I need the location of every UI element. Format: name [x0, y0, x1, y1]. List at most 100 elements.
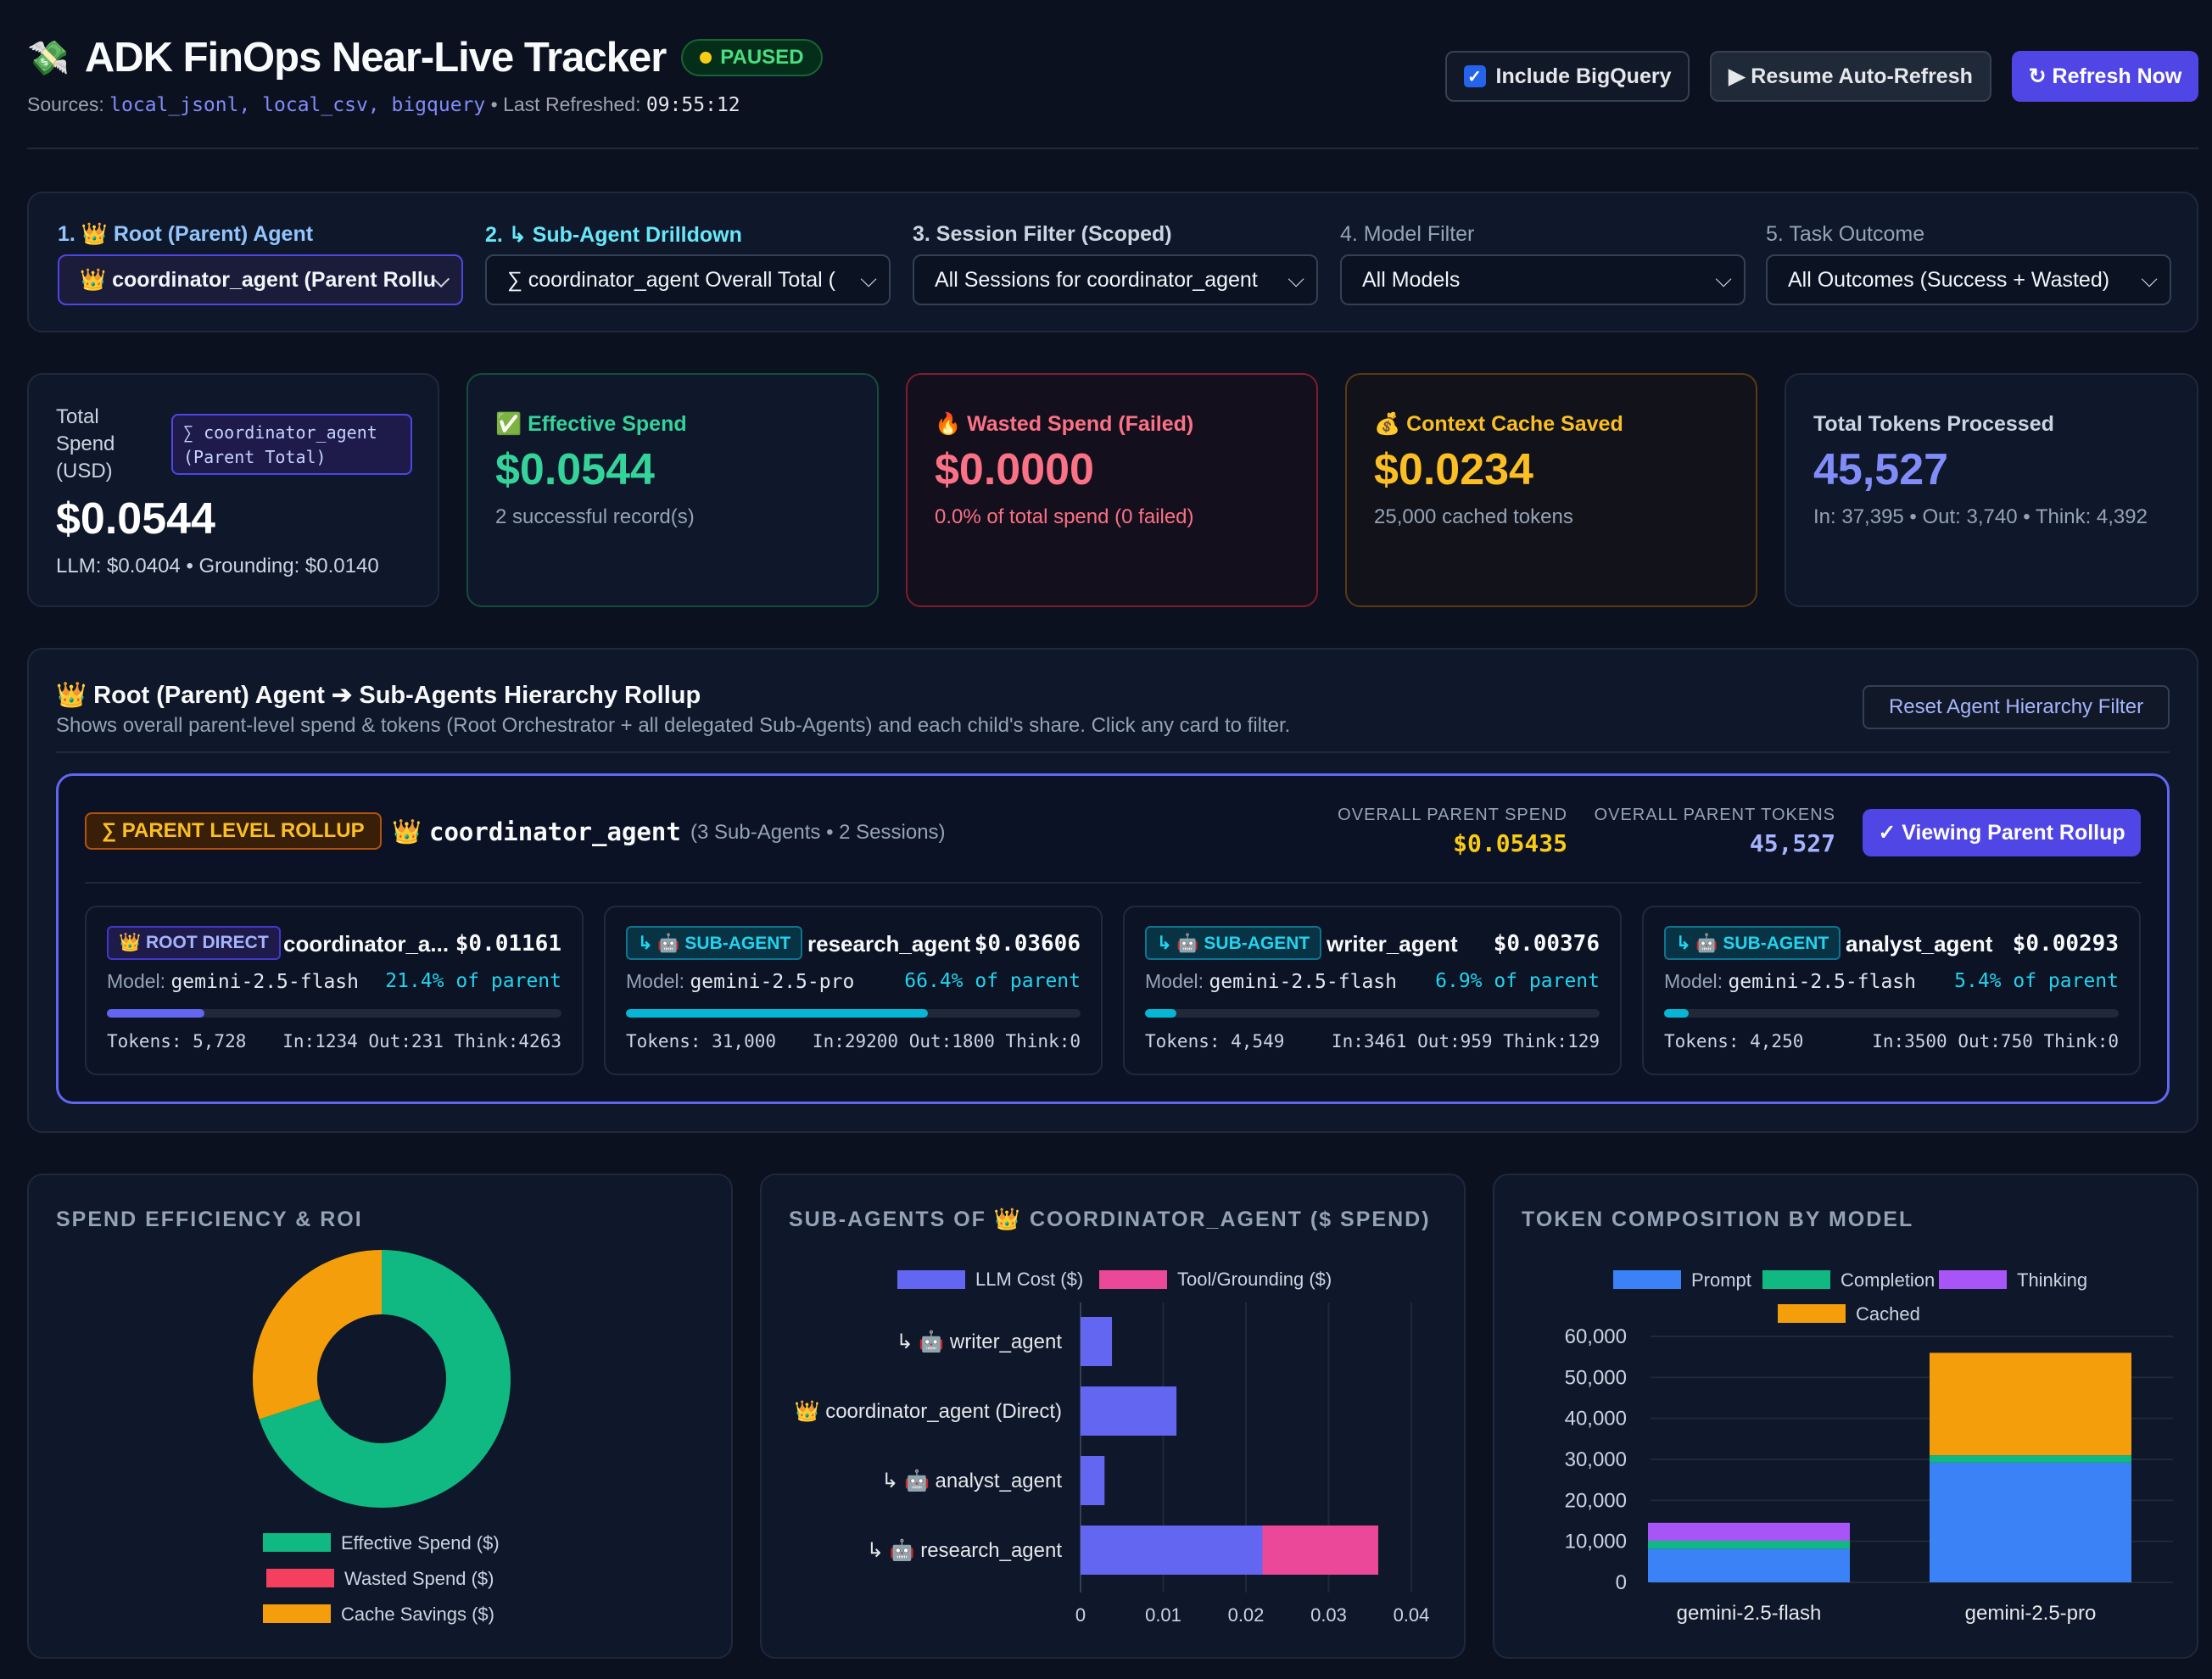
reset-hierarchy-button[interactable]: Reset Agent Hierarchy Filter — [1863, 685, 2170, 729]
cache-saved-value: $0.0234 — [1374, 445, 1533, 494]
agent-tokens: Tokens: 4,549 — [1145, 1031, 1285, 1051]
x-category-label: gemini-2.5-flash — [1677, 1602, 1822, 1625]
hierarchy-title: 👑 Root (Parent) Agent ➔ Sub-Agents Hiera… — [56, 682, 701, 709]
tokens-chart-panel: TOKEN COMPOSITION BY MODEL Prompt Complet… — [1493, 1174, 2198, 1659]
page-title: ADK FinOps Near-Live Tracker — [84, 35, 667, 81]
tokens-chart-title: TOKEN COMPOSITION BY MODEL — [1522, 1208, 1914, 1231]
filter-label-model: 4. Model Filter — [1340, 222, 1475, 246]
session-value: All Sessions for coordinator_agent — [935, 267, 1258, 292]
tokens-bar-chart: Prompt Completion Thinking Cached 60,000 50,0… — [1565, 1269, 2173, 1625]
share-bar — [107, 1009, 204, 1018]
parent-agent-name: coordinator_agent — [429, 817, 681, 846]
viewing-parent-rollup-button[interactable]: ✓ Viewing Parent Rollup — [1863, 809, 2141, 856]
root-agent-select[interactable]: 👑 coordinator_agent (Parent Rollu ⌵ — [58, 254, 463, 305]
effective-spend-sub: 2 successful record(s) — [495, 505, 695, 528]
bigquery-label: Include BigQuery — [1495, 64, 1672, 88]
model-label: Model: — [626, 970, 685, 992]
agent-name: research_agent — [807, 931, 971, 957]
wasted-spend-value: $0.0000 — [935, 445, 1094, 494]
overall-spend-value: $0.05435 — [1453, 829, 1567, 857]
agent-tokens: Tokens: 4,250 — [1664, 1031, 1804, 1051]
kpi-cache-saved: 💰 Context Cache Saved $0.0234 25,000 cac… — [1345, 373, 1757, 607]
filter-label-session: 3. Session Filter (Scoped) — [913, 222, 1172, 246]
agent-card-research[interactable]: ↳ 🤖 SUB-AGENT research_agent $0.03606 Mo… — [604, 906, 1103, 1075]
share-bar — [1145, 1009, 1176, 1018]
legend-swatch — [1762, 1270, 1830, 1289]
legend-swatch — [266, 1569, 334, 1587]
share-bar — [626, 1009, 928, 1018]
share-track — [107, 1009, 561, 1018]
agent-cost: $0.03606 — [974, 931, 1081, 957]
filter-panel: 1. 👑 Root (Parent) Agent 👑 coordinator_a… — [27, 192, 2198, 332]
y-category-label: ↳ 🤖 research_agent — [867, 1538, 1062, 1562]
bar-segment — [1081, 1386, 1177, 1436]
filter-label-root-agent: 1. 👑 Root (Parent) Agent — [58, 222, 314, 246]
legend-swatch — [1778, 1304, 1846, 1323]
agent-token-detail: In:29200 Out:1800 Think:0 — [812, 1031, 1081, 1051]
bar-segment — [1081, 1456, 1105, 1505]
share-bar — [1664, 1009, 1689, 1018]
status-dot-icon — [700, 52, 712, 64]
agent-model: gemini-2.5-flash — [170, 971, 359, 993]
legend-swatch — [1099, 1270, 1167, 1289]
checkbox-checked-icon[interactable]: ✓ — [1463, 65, 1486, 87]
chevron-down-icon: ⌵ — [1288, 266, 1304, 292]
outcome-select[interactable]: All Outcomes (Success + Wasted) ⌵ — [1766, 254, 2171, 305]
legend-label: Cache Savings ($) — [341, 1604, 494, 1625]
model-label: Model: — [1664, 970, 1723, 992]
include-bigquery-toggle[interactable]: ✓ Include BigQuery — [1445, 51, 1690, 102]
total-tokens-breakdown: In: 37,395 • Out: 3,740 • Think: 4,392 — [1813, 505, 2148, 528]
y-tick-label: 10,000 — [1565, 1531, 1627, 1553]
header-divider — [27, 148, 2198, 149]
share-track — [626, 1009, 1081, 1018]
y-tick-label: 20,000 — [1565, 1489, 1627, 1512]
legend-label: Cached — [1856, 1303, 1920, 1325]
crown-icon: 👑 — [392, 818, 422, 845]
chevron-down-icon: ⌵ — [2141, 266, 2158, 292]
resume-auto-refresh-button[interactable]: ▶ Resume Auto-Refresh — [1710, 51, 1991, 102]
root-agent-value: 👑 coordinator_agent (Parent Rollu — [80, 267, 437, 292]
x-tick-label: 0.04 — [1394, 1604, 1430, 1626]
rollup-divider — [85, 882, 2141, 884]
kpi-total-tokens: Total Tokens Processed 45,527 In: 37,395… — [1785, 373, 2198, 607]
sub-agent-select[interactable]: ∑ coordinator_agent Overall Total (⌵ — [485, 254, 891, 305]
refresh-time: 09:55:12 — [645, 94, 740, 116]
parent-agent-meta: (3 Sub-Agents • 2 Sessions) — [690, 821, 946, 844]
bar-segment — [1262, 1526, 1378, 1575]
agent-card-coordinator[interactable]: 👑 ROOT DIRECT coordinator_a... $0.01161 … — [85, 906, 584, 1075]
y-tick-label: 40,000 — [1565, 1408, 1627, 1431]
sub-agent-tag: ↳ 🤖 SUB-AGENT — [626, 926, 803, 960]
y-tick-label: 60,000 — [1565, 1325, 1627, 1348]
legend-swatch — [1613, 1270, 1681, 1289]
kpi-total-spend: Total Spend (USD) ∑ coordinator_agent (P… — [27, 373, 439, 607]
chevron-down-icon: ⌵ — [433, 266, 450, 292]
bar-segment — [1930, 1462, 2131, 1582]
subagents-chart-title: SUB-AGENTS OF 👑 COORDINATOR_AGENT ($ SPE… — [789, 1208, 1431, 1231]
total-spend-label: Total Spend (USD) — [56, 405, 115, 483]
agent-token-detail: In:3500 Out:750 Think:0 — [1872, 1031, 2119, 1051]
model-select[interactable]: All Models ⌵ — [1340, 254, 1746, 305]
agent-card-writer[interactable]: ↳ 🤖 SUB-AGENT writer_agent $0.00376 Mode… — [1123, 906, 1622, 1075]
refresh-now-button[interactable]: ↻ Refresh Now — [2012, 51, 2198, 102]
effective-spend-label: ✅ Effective Spend — [495, 412, 687, 436]
kpi-effective-spend: ✅ Effective Spend $0.0544 2 successful r… — [466, 373, 879, 607]
parent-rollup-tag: ∑ PARENT LEVEL ROLLUP — [85, 812, 382, 850]
x-tick-label: 0.02 — [1228, 1604, 1265, 1626]
total-tokens-value: 45,527 — [1813, 445, 1949, 494]
agent-card-analyst[interactable]: ↳ 🤖 SUB-AGENT analyst_agent $0.00293 Mod… — [1642, 906, 2141, 1075]
legend-label: Effective Spend ($) — [341, 1532, 500, 1553]
agent-cost: $0.00293 — [2012, 931, 2119, 957]
session-select[interactable]: All Sessions for coordinator_agent ⌵ — [913, 254, 1318, 305]
wasted-spend-sub: 0.0% of total spend (0 failed) — [935, 505, 1194, 528]
status-label: PAUSED — [720, 46, 804, 69]
x-tick-label: 0.03 — [1310, 1604, 1347, 1626]
y-category-label: 👑 coordinator_agent (Direct) — [795, 1400, 1062, 1423]
agent-cost: $0.00376 — [1493, 931, 1600, 957]
sources-list: local_jsonl, local_csv, bigquery — [109, 94, 486, 116]
subagents-bar-chart: LLM Cost ($) Tool/Grounding ($) 0 0.01 0.02 0… — [795, 1269, 1430, 1626]
chevron-down-icon: ⌵ — [860, 266, 877, 292]
legend-swatch — [263, 1533, 331, 1552]
x-category-label: gemini-2.5-pro — [1965, 1602, 2097, 1625]
bar-segment — [1648, 1548, 1850, 1582]
overall-tokens-label: OVERALL PARENT TOKENS — [1594, 806, 1835, 824]
